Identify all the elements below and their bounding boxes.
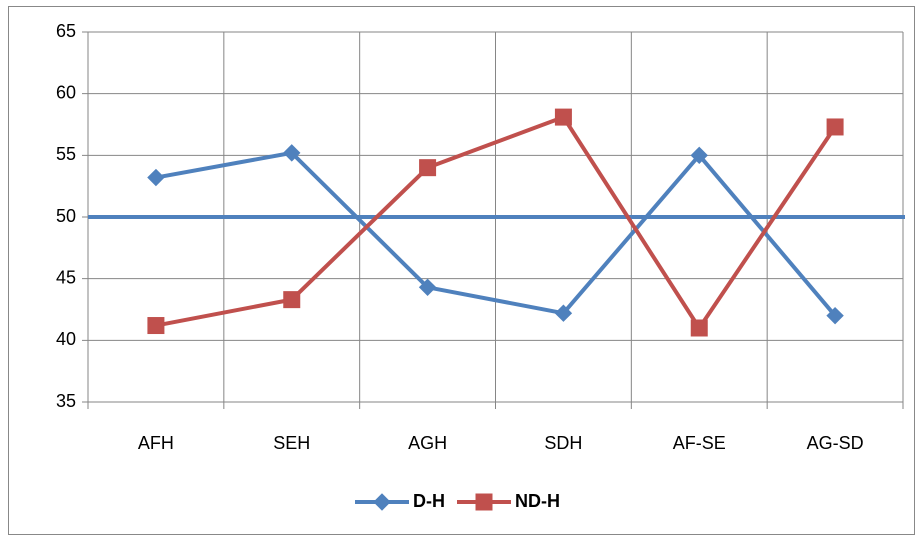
x-tick-label: AG-SD: [807, 433, 864, 453]
y-tick-label: 65: [56, 21, 76, 41]
x-tick-label: SEH: [273, 433, 310, 453]
y-tick-label: 60: [56, 82, 76, 102]
series-line: [155, 150, 837, 317]
marker: [419, 159, 437, 177]
series-line: [155, 115, 837, 330]
marker: [418, 278, 437, 297]
y-tick-label: 40: [56, 329, 76, 349]
marker: [373, 493, 391, 511]
marker: [690, 319, 708, 337]
marker: [554, 108, 572, 126]
marker: [475, 493, 493, 511]
marker: [147, 317, 165, 335]
marker: [283, 144, 301, 162]
chart-frame: [8, 6, 915, 535]
y-tick-label: 55: [56, 144, 76, 164]
marker: [283, 291, 301, 309]
x-tick-label: AGH: [408, 433, 447, 453]
marker: [826, 118, 844, 136]
x-tick-label: AFH: [138, 433, 174, 453]
x-tick-label: AF-SE: [673, 433, 726, 453]
y-tick-label: 35: [56, 391, 76, 411]
x-tick-label: SDH: [544, 433, 582, 453]
y-tick-label: 45: [56, 267, 76, 287]
marker: [554, 304, 573, 322]
marker: [690, 146, 708, 165]
legend-label: D-H: [413, 491, 445, 511]
y-tick-label: 50: [56, 206, 76, 226]
marker: [147, 168, 165, 187]
legend-label: ND-H: [515, 491, 560, 511]
marker: [826, 306, 844, 325]
